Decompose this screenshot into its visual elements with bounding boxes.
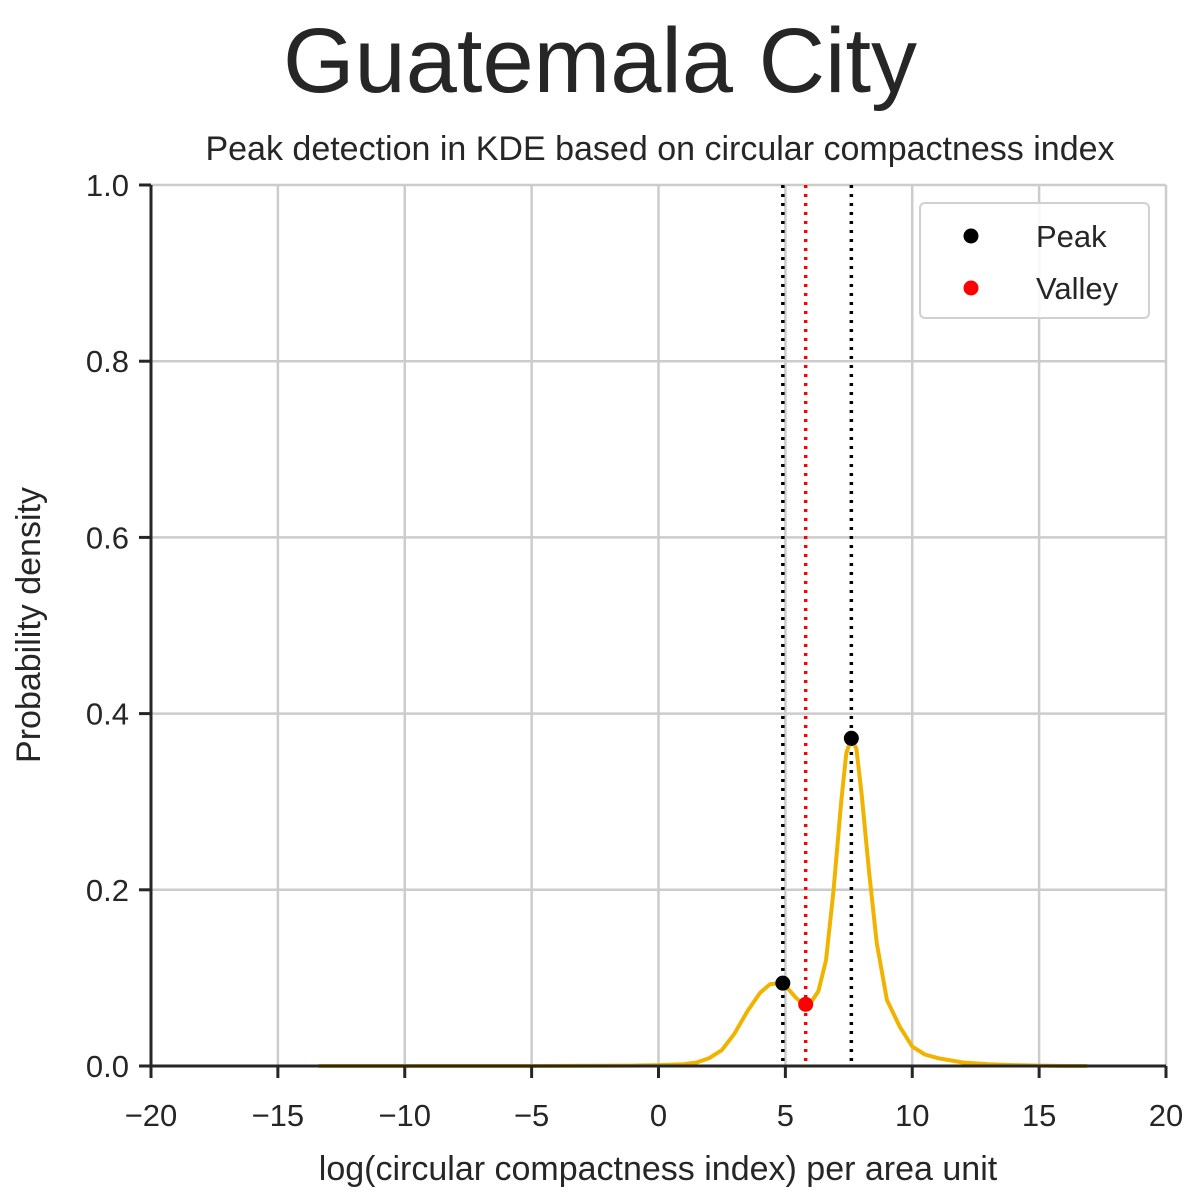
y-tick-label: 0.6 — [86, 520, 129, 555]
x-tick-label: 20 — [1149, 1098, 1183, 1133]
peak-valley-markers — [775, 730, 859, 1012]
y-tick-label: 0.4 — [86, 697, 129, 732]
x-tick-label: 10 — [895, 1098, 929, 1133]
chart-title: Peak detection in KDE based on circular … — [205, 130, 1114, 168]
y-tick-label: 0.2 — [86, 873, 129, 908]
kde-line — [318, 736, 1088, 1068]
legend: Peak Valley — [919, 202, 1150, 319]
legend-marker — [963, 280, 979, 296]
figure-suptitle: Guatemala City — [282, 10, 918, 112]
axes — [139, 183, 1168, 1078]
y-tick-label: 1.0 — [86, 168, 129, 203]
x-tick-label: −20 — [125, 1098, 178, 1133]
valley-point — [798, 996, 814, 1012]
x-tick-label: −5 — [514, 1098, 549, 1133]
y-axis-label: Probability density — [10, 487, 48, 763]
kde-series — [318, 736, 1088, 1068]
y-tick-label: 0.0 — [86, 1049, 129, 1084]
x-tick-label: 5 — [777, 1098, 794, 1133]
x-tick-label: −10 — [378, 1098, 431, 1133]
x-tick-label: −15 — [252, 1098, 305, 1133]
y-tick-label: 0.8 — [86, 344, 129, 379]
x-tick-label: 0 — [650, 1098, 667, 1133]
peak-point — [843, 730, 859, 746]
reference-lines — [781, 185, 854, 1066]
legend-label: Valley — [1036, 271, 1119, 306]
legend-label: Peak — [1036, 219, 1107, 254]
x-axis-label: log(circular compactness index) per area… — [319, 1150, 998, 1188]
x-tick-label: 15 — [1022, 1098, 1056, 1133]
peak-point — [775, 975, 791, 991]
legend-marker — [963, 228, 979, 244]
tick-labels: −20 −15 −10 −5 0 5 10 15 20 0.0 0.2 0.4 0.6 0.8 1.0 — [86, 168, 1183, 1133]
